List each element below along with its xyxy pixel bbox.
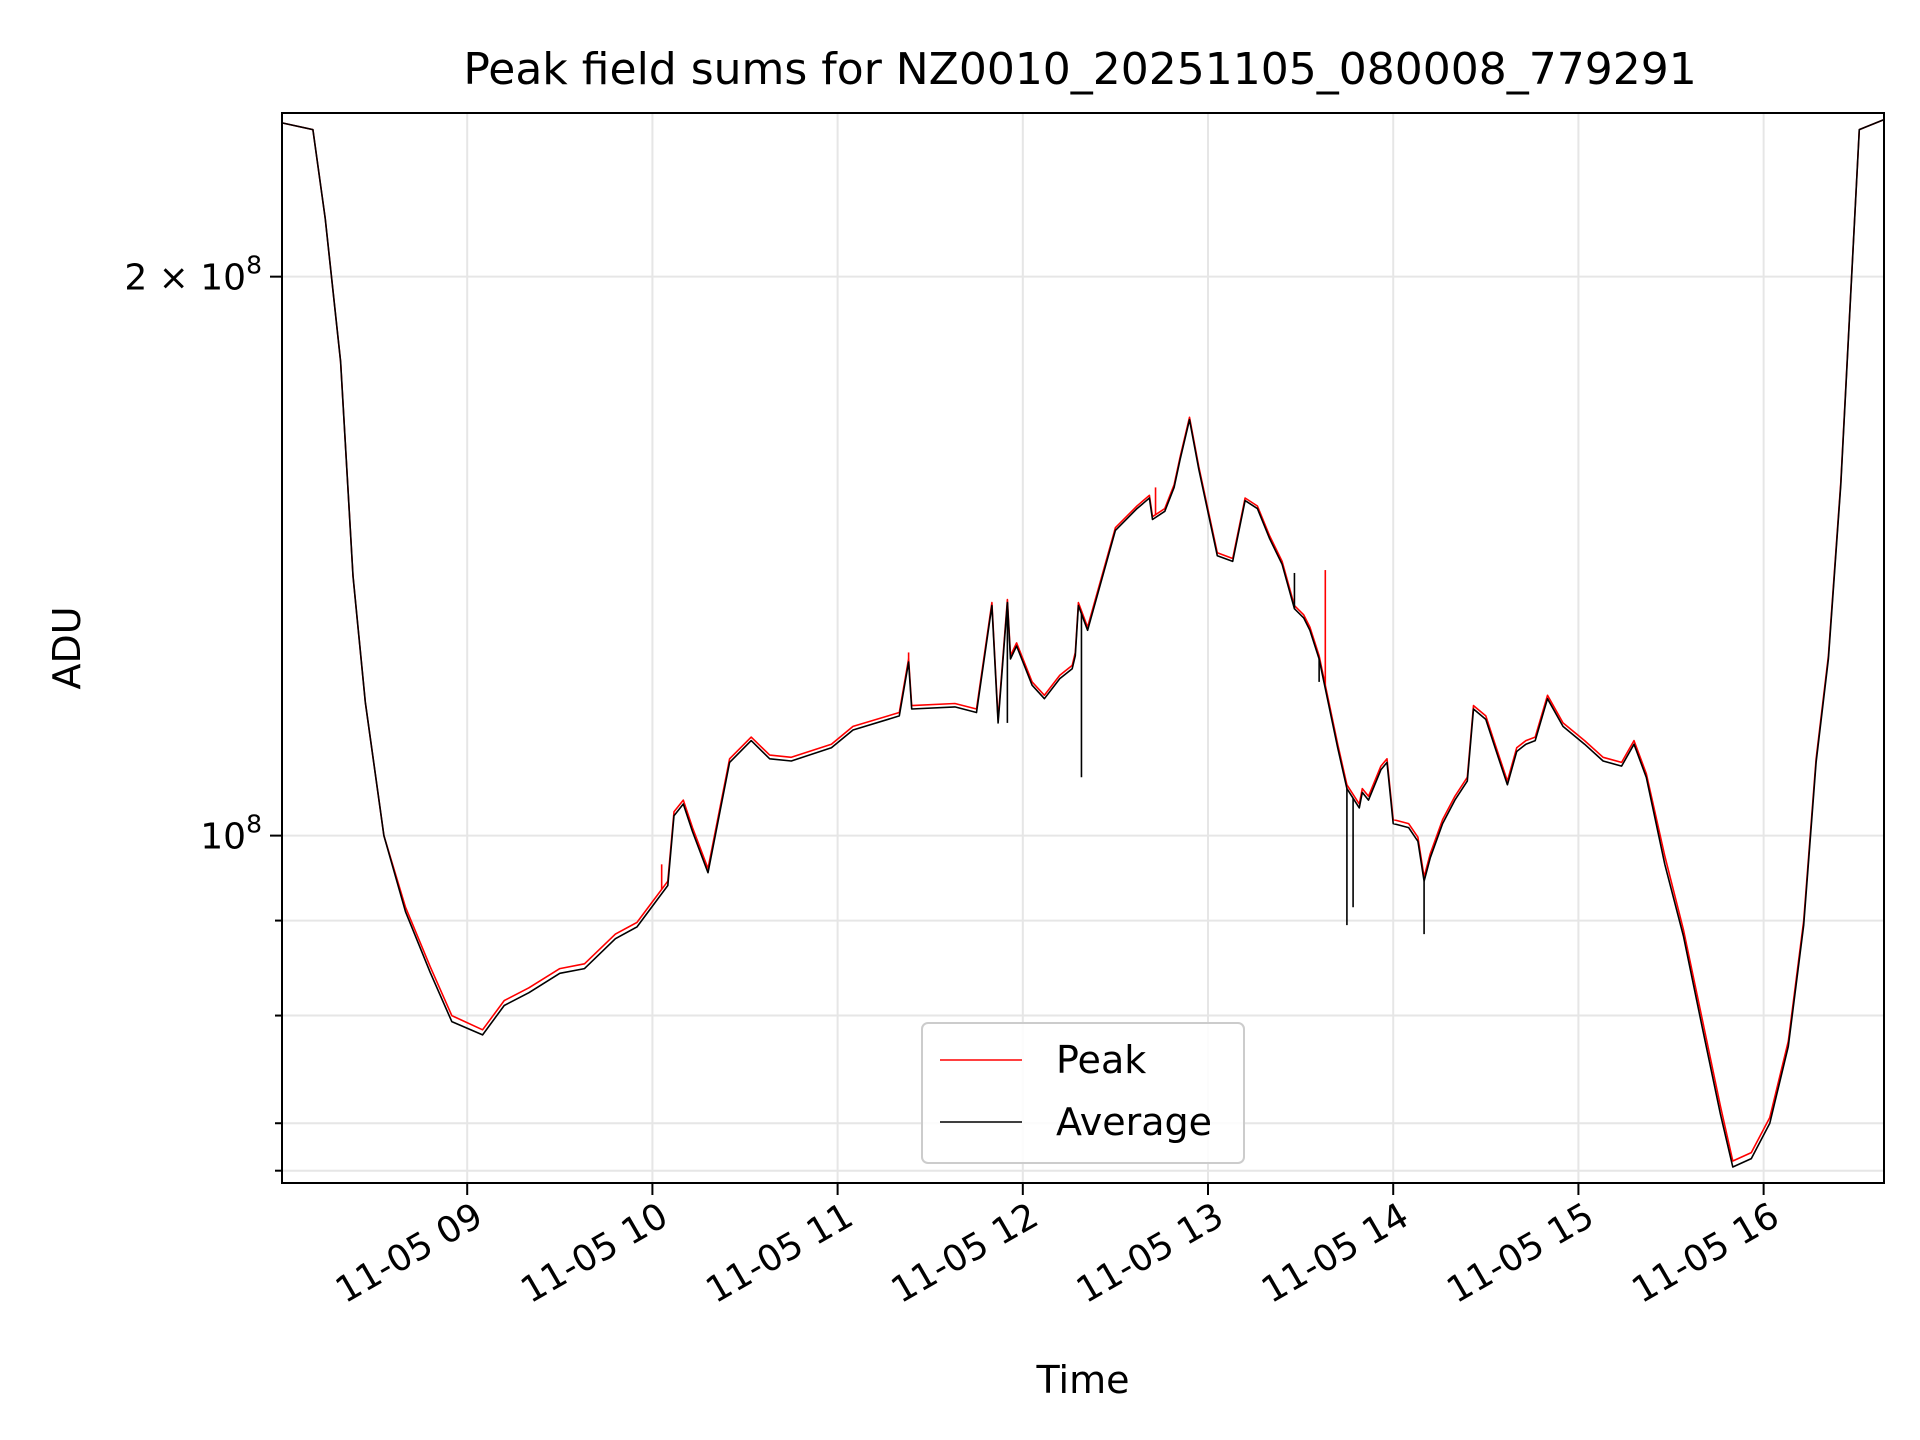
y-tick-coef: 2 xyxy=(124,258,147,299)
y-tick-label: 2 × 108 xyxy=(124,251,262,299)
legend-label-peak: Peak xyxy=(1056,1038,1146,1082)
legend-box xyxy=(921,1022,1245,1164)
y-tick-times: × xyxy=(147,258,200,299)
y-tick-label: 108 xyxy=(200,810,262,858)
chart-title: Peak field sums for NZ0010_20251105_0800… xyxy=(463,44,1696,95)
y-tick-base: 10 xyxy=(200,258,246,299)
grid xyxy=(282,113,1884,1183)
series-line-average xyxy=(281,118,1885,1168)
legend-label-average: Average xyxy=(1056,1100,1212,1144)
y-tick-exponent: 8 xyxy=(246,251,262,280)
x-axis-label: Time xyxy=(1036,1358,1130,1402)
y-axis-label: ADU xyxy=(45,606,89,689)
y-tick-exponent: 8 xyxy=(246,810,262,839)
legend: Peak Average xyxy=(921,1022,1245,1164)
plot-frame xyxy=(281,112,1885,1184)
y-tick-base: 10 xyxy=(200,817,246,858)
series-layer xyxy=(281,118,1885,1168)
